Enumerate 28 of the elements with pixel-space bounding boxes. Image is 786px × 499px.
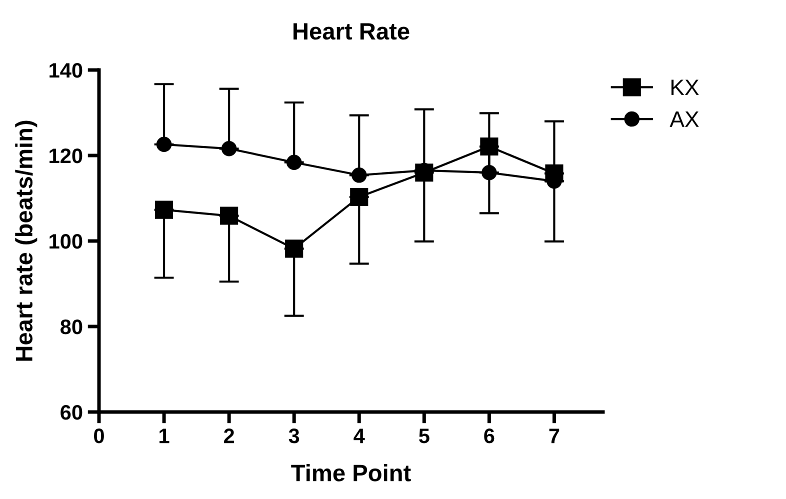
x-tick-label: 3: [288, 428, 300, 444]
point: [286, 154, 302, 170]
y-tick-label: 80: [60, 320, 82, 334]
point: [220, 206, 238, 225]
legend-label: KX: [671, 80, 699, 95]
y-tick-label: 140: [50, 63, 82, 78]
legend-label: AX: [670, 112, 699, 127]
x-tick-label: 7: [549, 428, 560, 444]
y-tick-label: 100: [50, 234, 82, 249]
point: [285, 240, 304, 258]
chart-title: Heart Rate: [294, 23, 410, 40]
point: [350, 188, 368, 206]
y-tick-label: 120: [50, 148, 82, 164]
y-axis-title: Heart rate (beats/min): [15, 120, 38, 361]
x-tick-label: 1: [160, 428, 170, 444]
point: [221, 141, 237, 156]
x-tick-label: 5: [419, 428, 430, 444]
point: [482, 164, 497, 180]
x-tick-label: 2: [224, 428, 234, 444]
x-axis-title: Time Point: [291, 464, 411, 482]
x-tick-label: 6: [484, 428, 494, 444]
y-tick-label: 60: [60, 405, 82, 420]
point: [480, 137, 498, 156]
point: [155, 200, 174, 219]
point: [156, 136, 172, 152]
x-tick-label: 4: [354, 428, 365, 444]
x-tick-label: 0: [94, 428, 104, 444]
point: [351, 168, 367, 183]
